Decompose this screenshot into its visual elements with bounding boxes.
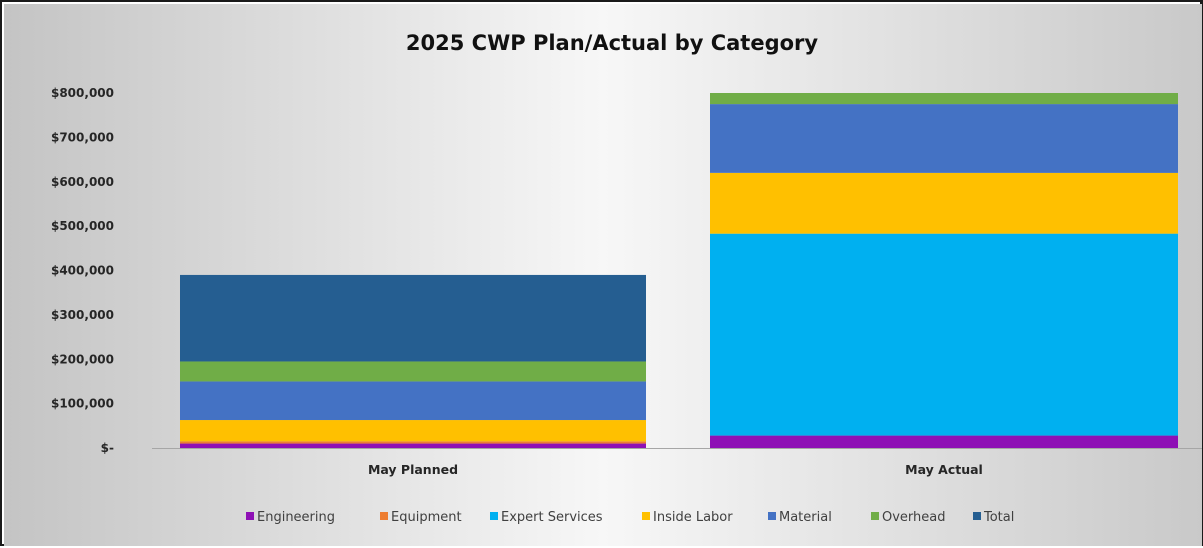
legend: Engineering Equipment Expert Services Insid…	[246, 510, 1014, 525]
legend-label: Expert Services	[501, 510, 603, 525]
bars	[180, 93, 1178, 448]
legend-swatch	[973, 512, 981, 520]
legend-item: Inside Labor	[642, 510, 733, 525]
legend-label: Inside Labor	[653, 510, 733, 525]
bar-segment-engineering	[710, 435, 1178, 448]
legend-item: Equipment	[380, 510, 462, 525]
legend-swatch	[768, 512, 776, 520]
legend-label: Equipment	[391, 510, 462, 525]
y-tick-label: $700,000	[51, 130, 114, 144]
legend-label: Overhead	[882, 510, 946, 525]
legend-label: Total	[983, 510, 1014, 525]
bar-segment-material	[710, 104, 1178, 173]
bar-segment-total	[180, 274, 646, 362]
legend-label: Engineering	[257, 510, 335, 525]
y-tick-label: $300,000	[51, 308, 114, 322]
legend-swatch	[642, 512, 650, 520]
legend-item: Material	[768, 510, 832, 525]
y-tick-label: $600,000	[51, 175, 114, 189]
bar-segment-overhead	[710, 93, 1178, 105]
y-tick-label: $500,000	[51, 219, 114, 233]
legend-item: Overhead	[871, 510, 946, 525]
y-tick-label: $200,000	[51, 352, 114, 366]
legend-swatch	[871, 512, 879, 520]
legend-item: Total	[973, 510, 1014, 525]
legend-swatch	[246, 512, 254, 520]
x-axis: May Planned May Actual	[368, 462, 983, 477]
legend-label: Material	[779, 510, 832, 525]
legend-item: Engineering	[246, 510, 335, 525]
legend-swatch	[490, 512, 498, 520]
legend-swatch	[380, 512, 388, 520]
x-category-label: May Actual	[905, 462, 983, 477]
bar-segment-equipment	[180, 441, 646, 444]
bar-segment-inside-labor	[180, 420, 646, 442]
legend-item: Expert Services	[490, 510, 603, 525]
x-category-label: May Planned	[368, 462, 458, 477]
y-tick-label: $100,000	[51, 397, 114, 411]
bar-segment-engineering	[180, 443, 646, 448]
y-tick-label: $800,000	[51, 86, 114, 100]
y-axis: $- $100,000 $200,000 $300,000 $400,000 $500,0…	[51, 86, 1202, 455]
bar-segment-expert-services	[710, 233, 1178, 436]
bar-segment-material	[180, 381, 646, 421]
bar-segment-overhead	[180, 361, 646, 382]
chart-title: 2025 CWP Plan/Actual by Category	[406, 31, 818, 55]
y-tick-label: $-	[101, 441, 114, 455]
bar-segment-inside-labor	[710, 172, 1178, 234]
y-tick-label: $400,000	[51, 264, 114, 278]
